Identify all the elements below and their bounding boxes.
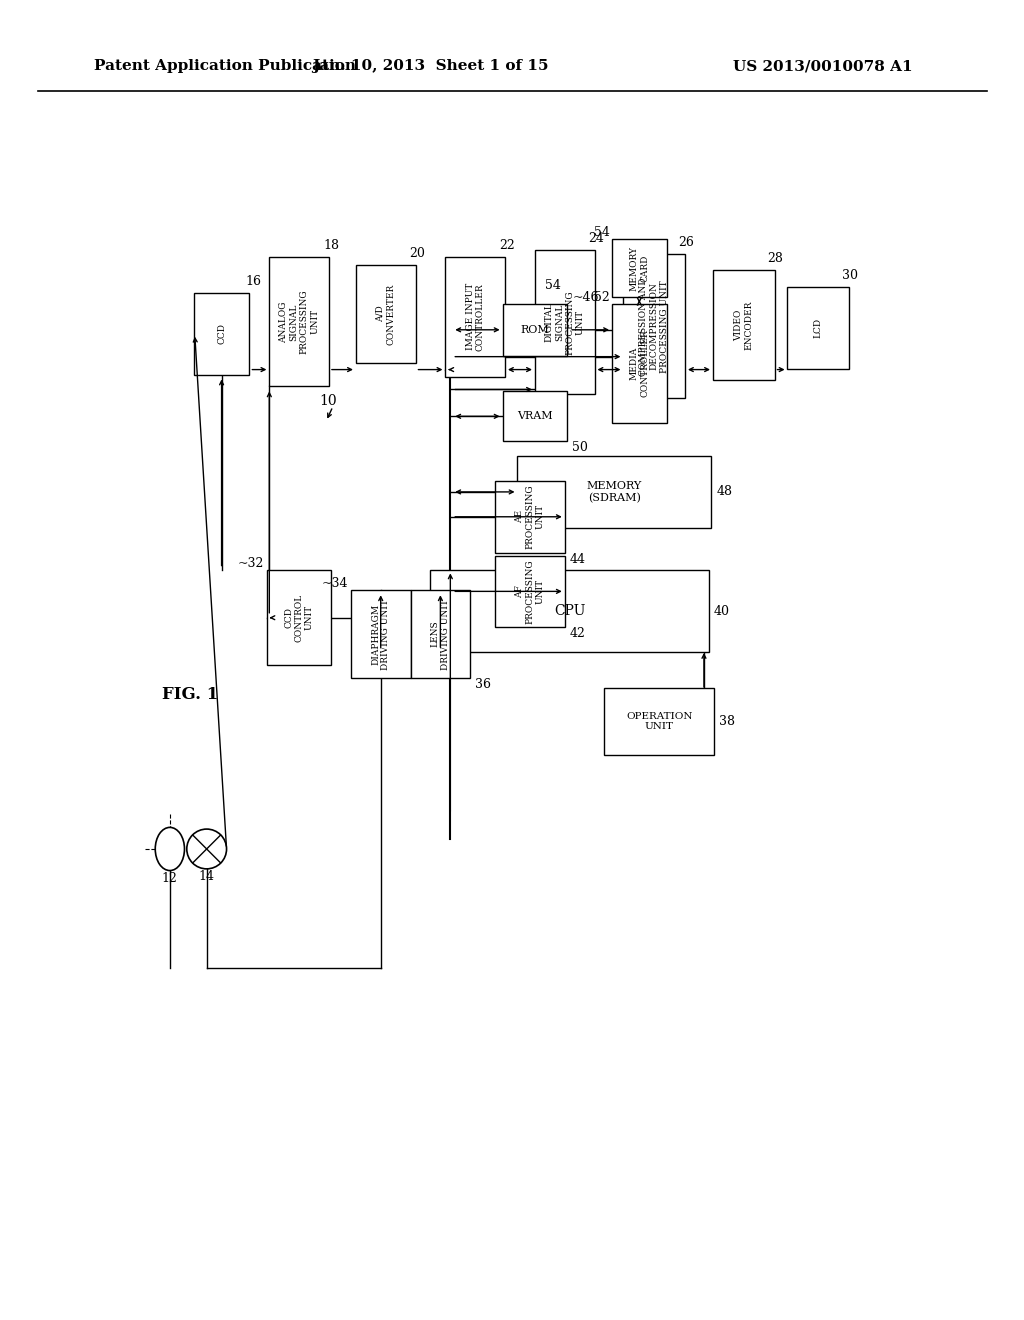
Text: MEMORY
CARD: MEMORY CARD: [630, 246, 649, 290]
Text: ~32: ~32: [238, 557, 264, 570]
Bar: [535, 251, 595, 395]
Bar: [351, 590, 411, 678]
Text: ANALOG
SIGNAL
PROCESSING
UNIT: ANALOG SIGNAL PROCESSING UNIT: [280, 289, 319, 354]
Text: 38: 38: [719, 715, 735, 729]
Ellipse shape: [156, 828, 184, 871]
Text: 24: 24: [589, 232, 604, 246]
Bar: [267, 570, 332, 665]
Text: FIG. 1: FIG. 1: [162, 686, 218, 704]
Bar: [195, 293, 249, 375]
Text: OPERATION
UNIT: OPERATION UNIT: [626, 711, 692, 731]
Text: AE
PROCESSING
UNIT: AE PROCESSING UNIT: [515, 484, 545, 549]
Bar: [495, 480, 564, 553]
Bar: [356, 265, 416, 363]
Text: A/D
CONVERTER: A/D CONVERTER: [376, 284, 395, 345]
Text: LENS
DRIVING UNIT: LENS DRIVING UNIT: [431, 599, 451, 669]
Text: 48: 48: [717, 486, 732, 499]
Text: 40: 40: [714, 605, 730, 618]
Text: MEMORY
(SDRAM): MEMORY (SDRAM): [587, 480, 642, 503]
Text: 52: 52: [594, 290, 610, 304]
Text: 28: 28: [768, 252, 783, 265]
Text: 22: 22: [499, 239, 515, 252]
Text: ~34: ~34: [322, 577, 348, 590]
Text: CCD: CCD: [217, 323, 226, 345]
Text: Jan. 10, 2013  Sheet 1 of 15: Jan. 10, 2013 Sheet 1 of 15: [312, 59, 549, 73]
Text: 20: 20: [410, 247, 425, 260]
Text: DIGITAL
SIGNAL
PROCESSING
UNIT: DIGITAL SIGNAL PROCESSING UNIT: [545, 290, 585, 355]
Text: 44: 44: [569, 553, 586, 565]
Bar: [503, 304, 567, 355]
Text: US 2013/0010078 A1: US 2013/0010078 A1: [733, 59, 912, 73]
Text: MEDIA
CONTROLLER: MEDIA CONTROLLER: [630, 330, 649, 397]
Bar: [411, 590, 470, 678]
Bar: [612, 304, 667, 424]
Text: AF
PROCESSING
UNIT: AF PROCESSING UNIT: [515, 560, 545, 623]
Bar: [503, 392, 567, 441]
Bar: [445, 257, 505, 376]
Text: VIDEO
ENCODER: VIDEO ENCODER: [734, 300, 754, 350]
Text: 12: 12: [162, 873, 178, 886]
Text: 16: 16: [246, 275, 261, 288]
Bar: [624, 255, 685, 399]
Text: 54: 54: [545, 279, 561, 292]
Circle shape: [186, 829, 226, 869]
Text: 50: 50: [572, 441, 588, 454]
Text: DIAPHRAGM
DRIVING UNIT: DIAPHRAGM DRIVING UNIT: [371, 599, 390, 669]
Text: CPU: CPU: [554, 605, 586, 618]
Bar: [787, 286, 849, 368]
Text: CCD
CONTROL
UNIT: CCD CONTROL UNIT: [285, 594, 314, 642]
Text: 36: 36: [475, 678, 492, 690]
Bar: [612, 239, 667, 297]
Bar: [495, 556, 564, 627]
Text: 42: 42: [569, 627, 586, 640]
Text: LCD: LCD: [814, 318, 823, 338]
Text: 26: 26: [678, 236, 694, 249]
Text: 10: 10: [319, 395, 337, 408]
Text: VRAM: VRAM: [517, 412, 553, 421]
Text: ROM: ROM: [520, 325, 549, 335]
Text: ~46: ~46: [572, 290, 599, 304]
Text: COMPRESSION AND
DECOMPRESSION
PROCESSING UNIT: COMPRESSION AND DECOMPRESSION PROCESSING…: [639, 277, 669, 376]
Bar: [517, 457, 712, 528]
Text: 54: 54: [594, 226, 610, 239]
Text: IMAGE INPUT
CONTROLLER: IMAGE INPUT CONTROLLER: [466, 282, 485, 351]
Text: Patent Application Publication: Patent Application Publication: [94, 59, 356, 73]
Bar: [430, 570, 709, 652]
Text: 14: 14: [199, 870, 215, 883]
Bar: [269, 257, 329, 387]
Bar: [604, 688, 714, 755]
Bar: [713, 271, 774, 380]
Text: 30: 30: [842, 269, 858, 282]
Text: 18: 18: [323, 239, 339, 252]
